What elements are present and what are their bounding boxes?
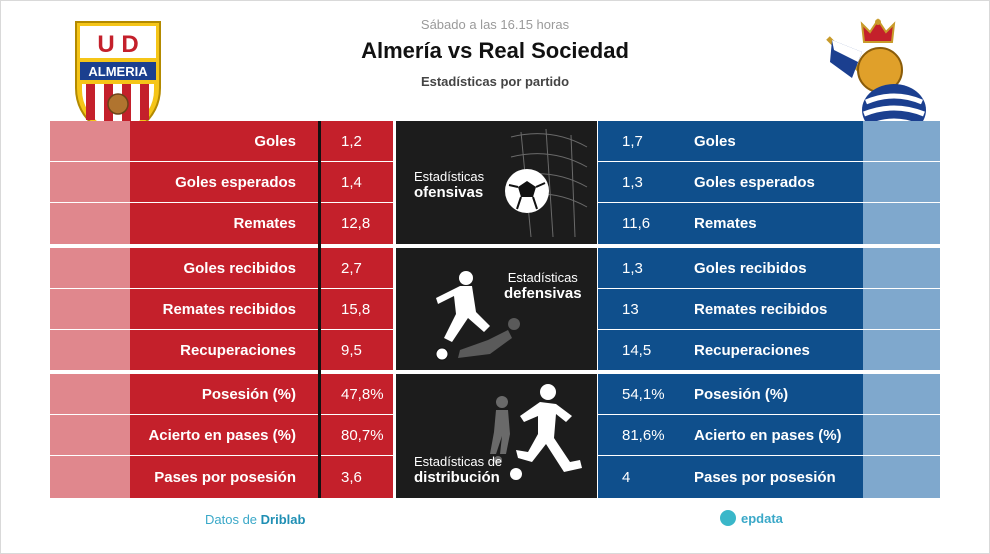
- home-stat-value: 12,8: [321, 203, 393, 244]
- away-stat-label: Remates recibidos: [670, 289, 863, 329]
- home-pale-cell: [50, 162, 130, 202]
- home-stat-label: Goles esperados: [130, 162, 318, 202]
- home-divider: [318, 121, 321, 498]
- away-stat-value: 14,5: [598, 330, 670, 370]
- home-pale-cell: [50, 203, 130, 244]
- home-pale-cell: [50, 456, 130, 498]
- home-stat-value: 9,5: [321, 330, 393, 370]
- match-time: Sábado a las 16.15 horas: [420, 17, 570, 32]
- crest-letters: U D: [97, 31, 138, 58]
- home-stat-label: Remates recibidos: [130, 289, 318, 329]
- away-stat-label: Posesión (%): [670, 374, 863, 414]
- away-pale-cell: [863, 415, 940, 455]
- away-pale-cell: [863, 289, 940, 329]
- away-stat-label: Goles: [670, 121, 863, 161]
- home-pale-cell: [50, 415, 130, 455]
- home-stat-value: 80,7%: [321, 415, 393, 455]
- crest-name: ALMERIA: [88, 64, 148, 79]
- home-stat-label: Goles recibidos: [130, 248, 318, 288]
- epdata-icon: [720, 510, 736, 526]
- home-stat-value: 47,8%: [321, 374, 393, 414]
- home-stat-label: Recuperaciones: [130, 330, 318, 370]
- home-stat-label: Posesión (%): [130, 374, 318, 414]
- home-stat-value: 15,8: [321, 289, 393, 329]
- tackle-players-icon: [435, 271, 520, 361]
- away-pale-cell: [863, 203, 940, 244]
- away-stat-value: 1,7: [598, 121, 670, 161]
- away-stat-label: Pases por posesión: [670, 456, 863, 498]
- panel-title-distribucion: Estadísticas de distribución: [414, 454, 503, 486]
- away-pale-cell: [863, 456, 940, 498]
- away-stat-value: 1,3: [598, 162, 670, 202]
- away-pale-cell: [863, 121, 940, 161]
- kicking-player-icon: [490, 384, 582, 480]
- home-stat-value: 1,2: [321, 121, 393, 161]
- away-stat-label: Remates: [670, 203, 863, 244]
- away-stat-label: Acierto en pases (%): [670, 415, 863, 455]
- home-pale-cell: [50, 121, 130, 161]
- away-stat-label: Goles esperados: [670, 162, 863, 202]
- home-stat-label: Goles: [130, 121, 318, 161]
- home-pale-cell: [50, 330, 130, 370]
- away-pale-cell: [863, 162, 940, 202]
- page-title: Almería vs Real Sociedad: [361, 38, 629, 63]
- data-source: Datos de Driblab: [205, 512, 306, 527]
- away-stat-value: 81,6%: [598, 415, 670, 455]
- home-stat-value: 2,7: [321, 248, 393, 288]
- panel-distribucion: Estadísticas de distribución: [396, 374, 597, 498]
- home-stat-value: 1,4: [321, 162, 393, 202]
- away-stat-label: Recuperaciones: [670, 330, 863, 370]
- away-stat-value: 11,6: [598, 203, 670, 244]
- home-stat-label: Pases por posesión: [130, 456, 318, 498]
- away-stat-label: Goles recibidos: [670, 248, 863, 288]
- home-stat-label: Remates: [130, 203, 318, 244]
- panel-title-defensivas: Estadísticas defensivas: [504, 270, 582, 302]
- panel-defensivas: Estadísticas defensivas: [396, 248, 597, 370]
- home-pale-cell: [50, 248, 130, 288]
- away-pale-cell: [863, 248, 940, 288]
- almeria-crest-icon: U D ALMERIA: [75, 21, 161, 142]
- away-stat-value: 13: [598, 289, 670, 329]
- away-pale-cell: [863, 374, 940, 414]
- home-pale-cell: [50, 289, 130, 329]
- away-pale-cell: [863, 330, 940, 370]
- epdata-logo: epdata: [720, 510, 783, 526]
- soccer-ball-net-icon: [505, 128, 588, 238]
- panel-title-ofensivas: Estadísticas ofensivas: [414, 169, 485, 201]
- away-stat-value: 4: [598, 456, 670, 498]
- away-stat-value: 1,3: [598, 248, 670, 288]
- page-subtitle: Estadísticas por partido: [420, 74, 570, 89]
- away-stat-value: 54,1%: [598, 374, 670, 414]
- home-stat-value: 3,6: [321, 456, 393, 498]
- panel-ofensivas: Estadísticas ofensivas: [396, 121, 597, 244]
- home-pale-cell: [50, 374, 130, 414]
- home-stat-label: Acierto en pases (%): [130, 415, 318, 455]
